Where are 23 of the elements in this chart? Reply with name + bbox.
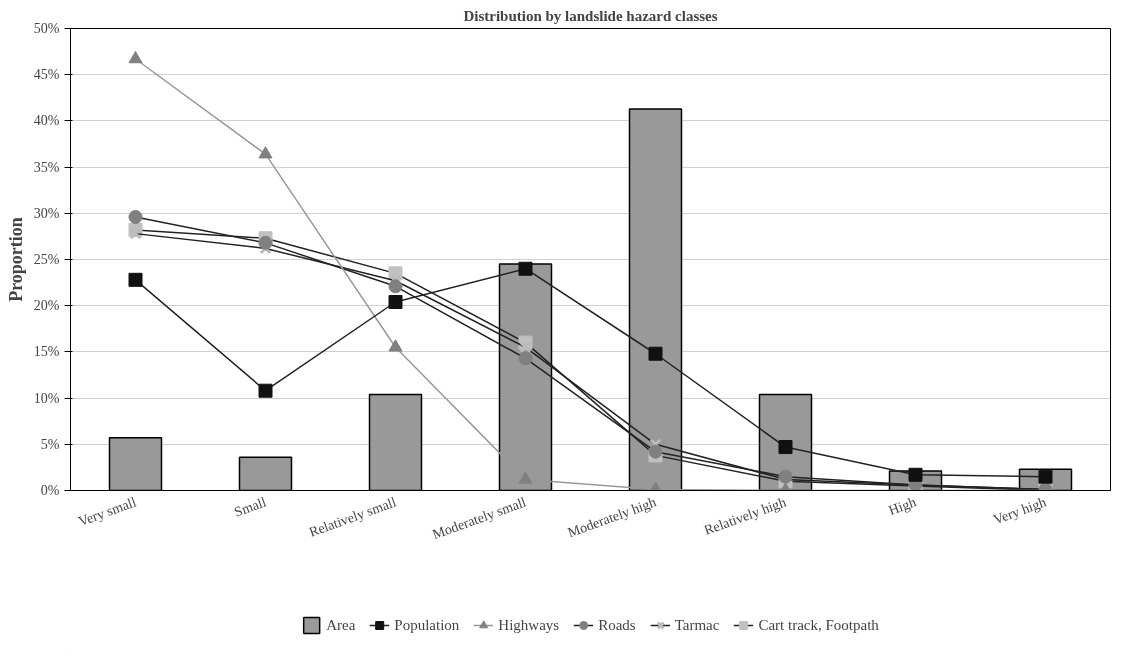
- chart-title: Distribution by landslide hazard classes: [463, 7, 718, 24]
- y-axis-title: Proportion: [5, 217, 26, 302]
- y-tick-label: 40%: [33, 113, 60, 129]
- y-tick-label: 35%: [33, 159, 60, 175]
- x-tick-label: High: [886, 494, 919, 519]
- y-tick-label: 30%: [33, 205, 60, 221]
- x-tick-label: Small: [232, 494, 269, 520]
- y-tick-label: 5%: [40, 436, 60, 452]
- x-tick-label: Very high: [991, 494, 1049, 528]
- legend-label: Highways: [498, 616, 560, 634]
- y-tick-label: 0%: [40, 483, 60, 498]
- y-tick-label: 20%: [33, 298, 60, 314]
- y-tick-label: 15%: [33, 344, 60, 360]
- x-tick-label: Very small: [76, 494, 139, 530]
- legend-label: Population: [394, 616, 460, 634]
- legend-label: Area: [326, 616, 356, 634]
- legend-label: Tarmac: [674, 616, 720, 634]
- y-tick-label: 50%: [33, 21, 60, 36]
- y-tick-label: 10%: [33, 390, 60, 406]
- legend-label: Cart track, Footpath: [758, 616, 879, 634]
- y-tick-label: 45%: [33, 67, 60, 83]
- legend-label: Roads: [598, 616, 636, 634]
- y-tick-label: 25%: [33, 252, 60, 267]
